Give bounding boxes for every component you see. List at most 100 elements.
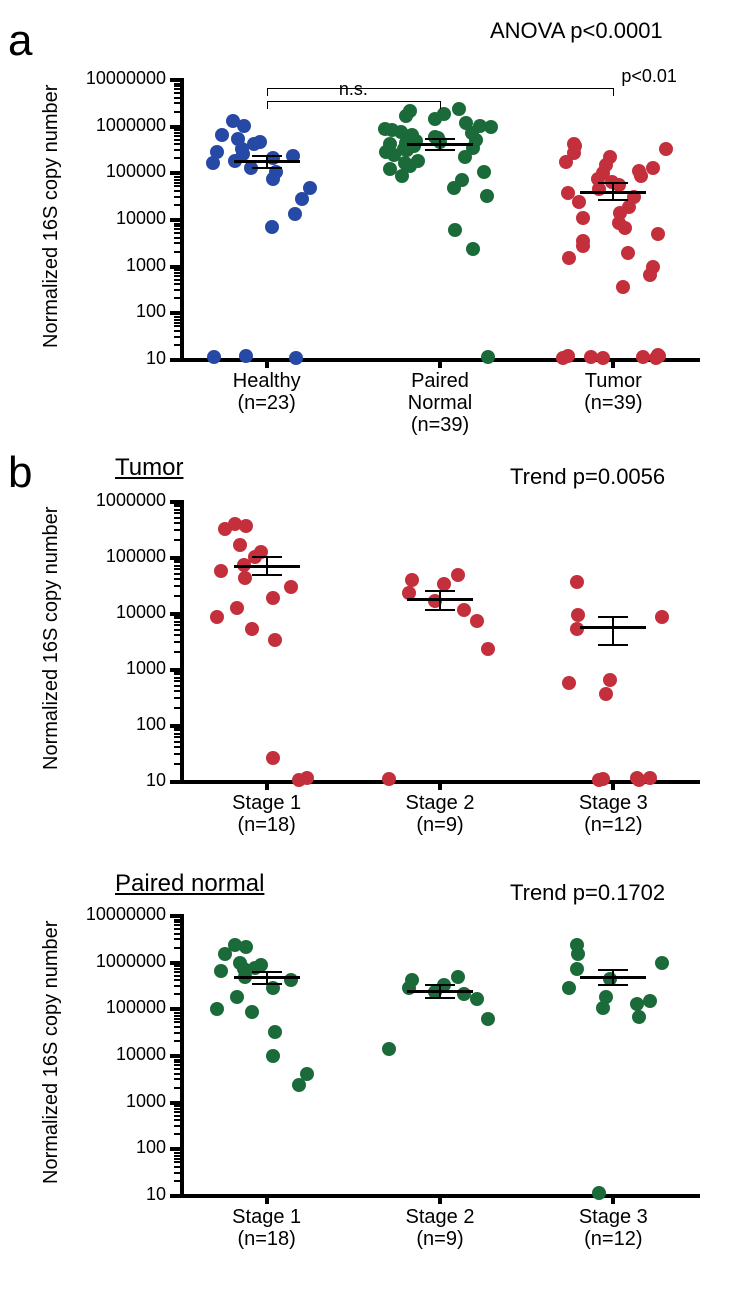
data-point: [599, 687, 613, 701]
data-point: [210, 610, 224, 624]
data-point: [288, 207, 302, 221]
data-point: [592, 1186, 606, 1200]
anova-label: ANOVA p<0.0001: [490, 18, 663, 44]
data-point: [452, 102, 466, 116]
data-point: [481, 642, 495, 656]
xtick-label: Stage 1: [197, 1206, 337, 1229]
data-point: [382, 1042, 396, 1056]
data-point: [268, 1025, 282, 1039]
data-point: [239, 940, 253, 954]
ytick-label: 100: [60, 1137, 166, 1158]
plot-area: 101001000100001000001000000Stage 1(n=18)…: [180, 500, 700, 780]
data-point: [457, 603, 471, 617]
data-point: [237, 119, 251, 133]
ytick-label: 1000000: [60, 115, 166, 136]
comparison-label: n.s.: [313, 79, 393, 100]
data-point: [215, 128, 229, 142]
data-point: [470, 614, 484, 628]
data-point: [562, 251, 576, 265]
data-point: [218, 522, 232, 536]
xtick-label: Paired: [370, 370, 510, 393]
xtick-label: (n=18): [197, 1228, 337, 1251]
data-point: [402, 981, 416, 995]
xtick-label: (n=9): [370, 814, 510, 837]
data-point: [230, 990, 244, 1004]
data-point: [292, 1078, 306, 1092]
trend-label-tumor: Trend p=0.0056: [510, 464, 665, 490]
ytick-label: 1000000: [60, 951, 166, 972]
data-point: [239, 519, 253, 533]
data-point: [266, 172, 280, 186]
data-point: [636, 350, 650, 364]
data-point: [632, 1010, 646, 1024]
ytick-label: 10000: [60, 208, 166, 229]
data-point: [643, 268, 657, 282]
data-point: [405, 573, 419, 587]
data-point: [451, 970, 465, 984]
data-point: [214, 564, 228, 578]
data-point: [428, 112, 442, 126]
ytick-label: 10: [60, 1184, 166, 1205]
y-axis-label: Normalized 16S copy number: [40, 507, 63, 770]
ytick-label: 10000: [60, 602, 166, 623]
data-point: [480, 189, 494, 203]
data-point: [484, 120, 498, 134]
data-point: [265, 220, 279, 234]
panel-letter-a: a: [8, 16, 32, 66]
trend-label-paired: Trend p=0.1702: [510, 880, 665, 906]
data-point: [266, 751, 280, 765]
data-point: [596, 351, 610, 365]
data-point: [382, 772, 396, 786]
data-point: [292, 773, 306, 787]
ytick-label: 100: [60, 301, 166, 322]
plot-area: 10100100010000100000100000010000000Stage…: [180, 914, 700, 1194]
ytick-label: 100: [60, 714, 166, 735]
ytick-label: 1000: [60, 658, 166, 679]
xtick-label: Stage 2: [370, 792, 510, 815]
data-point: [562, 676, 576, 690]
data-point: [649, 351, 663, 365]
data-point: [238, 571, 252, 585]
xtick-label: Tumor: [543, 370, 683, 393]
data-point: [562, 981, 576, 995]
xtick-label: Stage 2: [370, 1206, 510, 1229]
data-point: [210, 1002, 224, 1016]
data-point: [559, 155, 573, 169]
data-point: [571, 608, 585, 622]
data-point: [447, 181, 461, 195]
data-point: [618, 221, 632, 235]
data-point: [230, 601, 244, 615]
data-point: [603, 673, 617, 687]
data-point: [395, 169, 409, 183]
data-point: [247, 137, 261, 151]
ytick-label: 1000000: [60, 490, 166, 511]
ytick-label: 1000: [60, 255, 166, 276]
data-point: [458, 150, 472, 164]
comparison-label: p<0.01: [621, 66, 711, 87]
data-point: [239, 349, 253, 363]
xtick-label: Stage 1: [197, 792, 337, 815]
ytick-label: 100000: [60, 997, 166, 1018]
data-point: [295, 192, 309, 206]
data-point: [437, 577, 451, 591]
data-point: [643, 994, 657, 1008]
data-point: [576, 239, 590, 253]
data-point: [245, 1005, 259, 1019]
data-point: [556, 351, 570, 365]
ytick-label: 10000000: [60, 904, 166, 925]
data-point: [481, 350, 495, 364]
xtick-label: (n=39): [543, 392, 683, 415]
data-point: [451, 568, 465, 582]
data-point: [448, 223, 462, 237]
data-point: [570, 575, 584, 589]
data-point: [596, 1001, 610, 1015]
data-point: [621, 246, 635, 260]
xtick-label: (n=12): [543, 814, 683, 837]
figure-root: abANOVA p<0.0001101001000100001000001000…: [0, 0, 740, 1312]
data-point: [572, 195, 586, 209]
data-point: [266, 1049, 280, 1063]
data-point: [233, 538, 247, 552]
plot-area: 10100100010000100000100000010000000Healt…: [180, 78, 700, 358]
data-point: [218, 947, 232, 961]
data-point: [570, 962, 584, 976]
